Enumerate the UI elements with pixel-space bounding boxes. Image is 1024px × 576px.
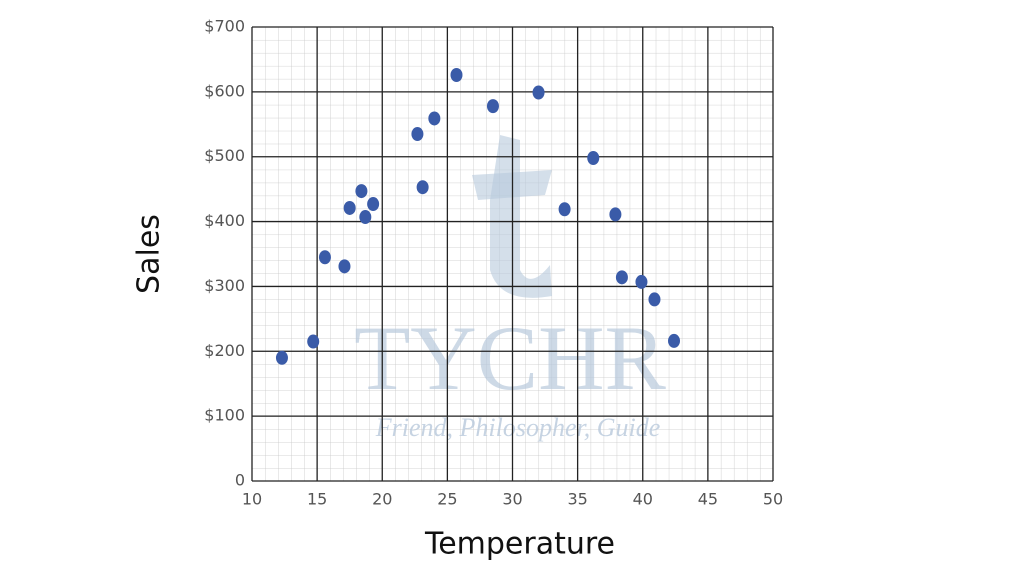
x-tick-label: 25 — [437, 490, 457, 509]
point — [367, 197, 380, 212]
point — [275, 350, 288, 365]
point — [587, 151, 600, 166]
x-tick-label: 20 — [372, 490, 392, 509]
y-tick-label: $400 — [204, 211, 245, 230]
x-tick-label: 50 — [763, 490, 783, 509]
point — [609, 207, 622, 222]
y-tick-label: $200 — [204, 341, 245, 360]
x-tick-label: 10 — [242, 490, 262, 509]
point — [668, 333, 681, 348]
x-tick-label: 40 — [633, 490, 653, 509]
y-tick-label: $500 — [204, 146, 245, 165]
x-tick-label: 30 — [502, 490, 522, 509]
x-tick-label: 35 — [567, 490, 587, 509]
point — [411, 127, 424, 142]
y-tick-label: $300 — [204, 276, 245, 295]
x-axis-label: Temperature — [424, 527, 615, 562]
watermark-title: TYCHR — [354, 307, 666, 409]
y-tick-label: $100 — [204, 406, 245, 425]
watermark-tagline: Friend, Philosopher, Guide — [375, 413, 661, 442]
point — [338, 259, 351, 274]
y-tick-label: $600 — [204, 81, 245, 100]
point — [359, 210, 372, 225]
point — [615, 270, 628, 285]
point — [486, 99, 499, 114]
point — [343, 200, 356, 215]
x-tick-label: 45 — [698, 490, 718, 509]
y-tick-label: $700 — [204, 17, 245, 36]
point — [416, 180, 429, 195]
point — [428, 111, 441, 126]
watermark: TYCHR Friend, Philosopher, Guide — [354, 135, 667, 442]
y-axis-label: Sales — [132, 214, 167, 294]
point — [558, 202, 571, 217]
point — [450, 67, 463, 82]
x-tick-label: 15 — [307, 490, 327, 509]
point — [318, 250, 331, 265]
point — [355, 184, 368, 199]
point — [532, 85, 545, 100]
point — [635, 274, 648, 289]
y-tick-label: 0 — [235, 471, 245, 490]
point — [648, 292, 661, 307]
point — [307, 334, 320, 349]
